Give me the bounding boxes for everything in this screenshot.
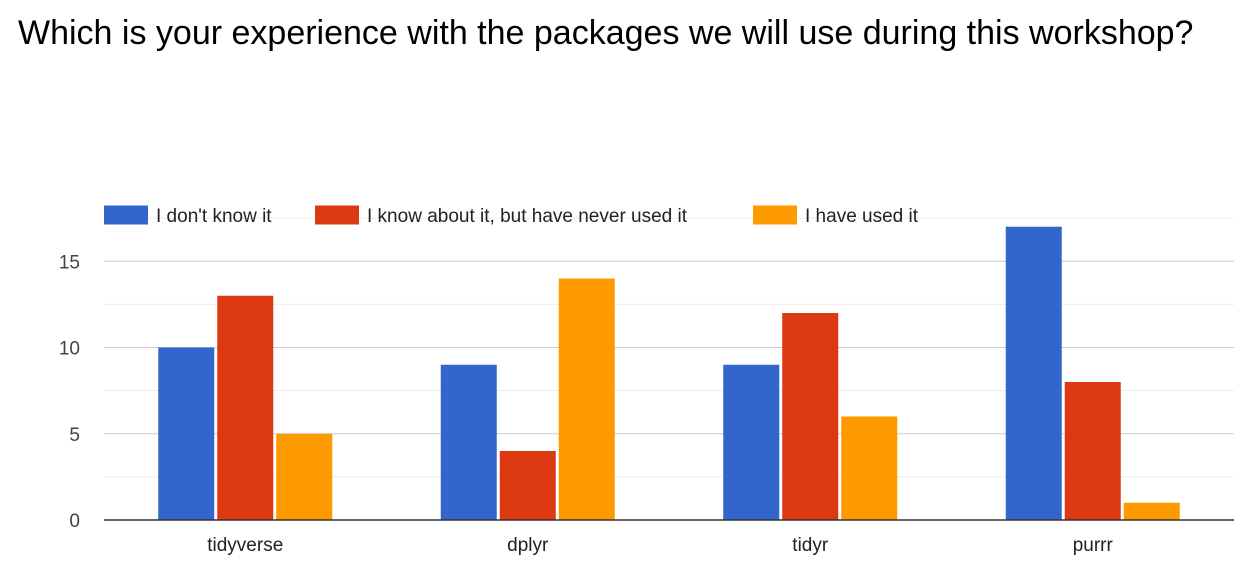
legend-swatch xyxy=(104,205,148,225)
legend-label: I don't know it xyxy=(156,206,272,227)
y-tick-label: 0 xyxy=(69,511,80,532)
bar-purrr-series-1[interactable] xyxy=(1005,226,1062,520)
legend-item-1[interactable]: I don't know it xyxy=(104,205,272,228)
legend[interactable]: I don't know it I know about it, but have… xyxy=(104,205,919,228)
y-tick-label: 5 xyxy=(69,425,80,446)
bar-dplyr-series-2[interactable] xyxy=(499,451,556,520)
grid-layer xyxy=(104,217,1234,478)
x-category-label: dplyr xyxy=(507,535,549,556)
bar-tidyverse-series-3[interactable] xyxy=(276,433,333,520)
legend-item-2[interactable]: I know about it, but have never used it xyxy=(315,205,688,228)
bars-layer xyxy=(158,226,1180,521)
bar-tidyr-series-1[interactable] xyxy=(723,364,780,520)
legend-label: I know about it, but have never used it xyxy=(367,206,688,227)
legend-swatch xyxy=(315,205,359,225)
y-tick-label: 10 xyxy=(59,339,80,360)
legend-label: I have used it xyxy=(805,206,919,227)
legend-swatch xyxy=(753,205,797,225)
axis-layer: 0 5 10 15 tidyverse dplyr tidyr purrr xyxy=(59,252,1234,556)
y-tick-label: 15 xyxy=(59,252,80,273)
bar-dplyr-series-3[interactable] xyxy=(558,278,615,521)
bar-dplyr-series-1[interactable] xyxy=(440,364,497,520)
bar-tidyverse-series-1[interactable] xyxy=(158,347,215,521)
legend-item-3[interactable]: I have used it xyxy=(753,205,919,228)
bar-tidyverse-series-2[interactable] xyxy=(217,295,274,520)
chart-title: Which is your experience with the packag… xyxy=(18,14,1194,52)
x-category-label: purrr xyxy=(1073,535,1114,556)
bar-tidyr-series-3[interactable] xyxy=(841,416,898,521)
x-category-label: tidyverse xyxy=(207,535,283,556)
bar-tidyr-series-2[interactable] xyxy=(782,313,839,520)
x-category-label: tidyr xyxy=(792,535,829,556)
bar-purrr-series-3[interactable] xyxy=(1123,502,1180,520)
bar-purrr-series-2[interactable] xyxy=(1064,382,1121,520)
